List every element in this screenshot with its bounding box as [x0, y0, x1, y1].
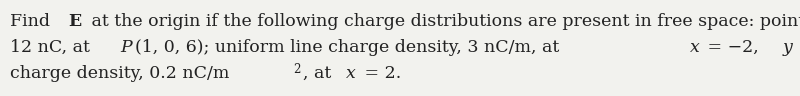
Text: Find: Find: [10, 13, 55, 30]
Text: , at: , at: [302, 65, 336, 82]
Text: x: x: [690, 39, 699, 56]
Text: at the origin if the following charge distributions are present in free space: p: at the origin if the following charge di…: [86, 13, 800, 30]
Text: charge density, 0.2 nC/m: charge density, 0.2 nC/m: [10, 65, 230, 82]
Text: 2: 2: [293, 63, 301, 76]
Text: P: P: [120, 39, 132, 56]
Text: E: E: [69, 13, 82, 30]
Text: 12 nC, at: 12 nC, at: [10, 39, 95, 56]
Text: y: y: [782, 39, 793, 56]
Text: (1, 0, 6); uniform line charge density, 3 nC/m, at: (1, 0, 6); uniform line charge density, …: [135, 39, 565, 56]
Text: x: x: [346, 65, 356, 82]
Text: = −2,: = −2,: [702, 39, 765, 56]
Text: = 2.: = 2.: [358, 65, 401, 82]
Text: = 3; uniform surface: = 3; uniform surface: [795, 39, 800, 56]
